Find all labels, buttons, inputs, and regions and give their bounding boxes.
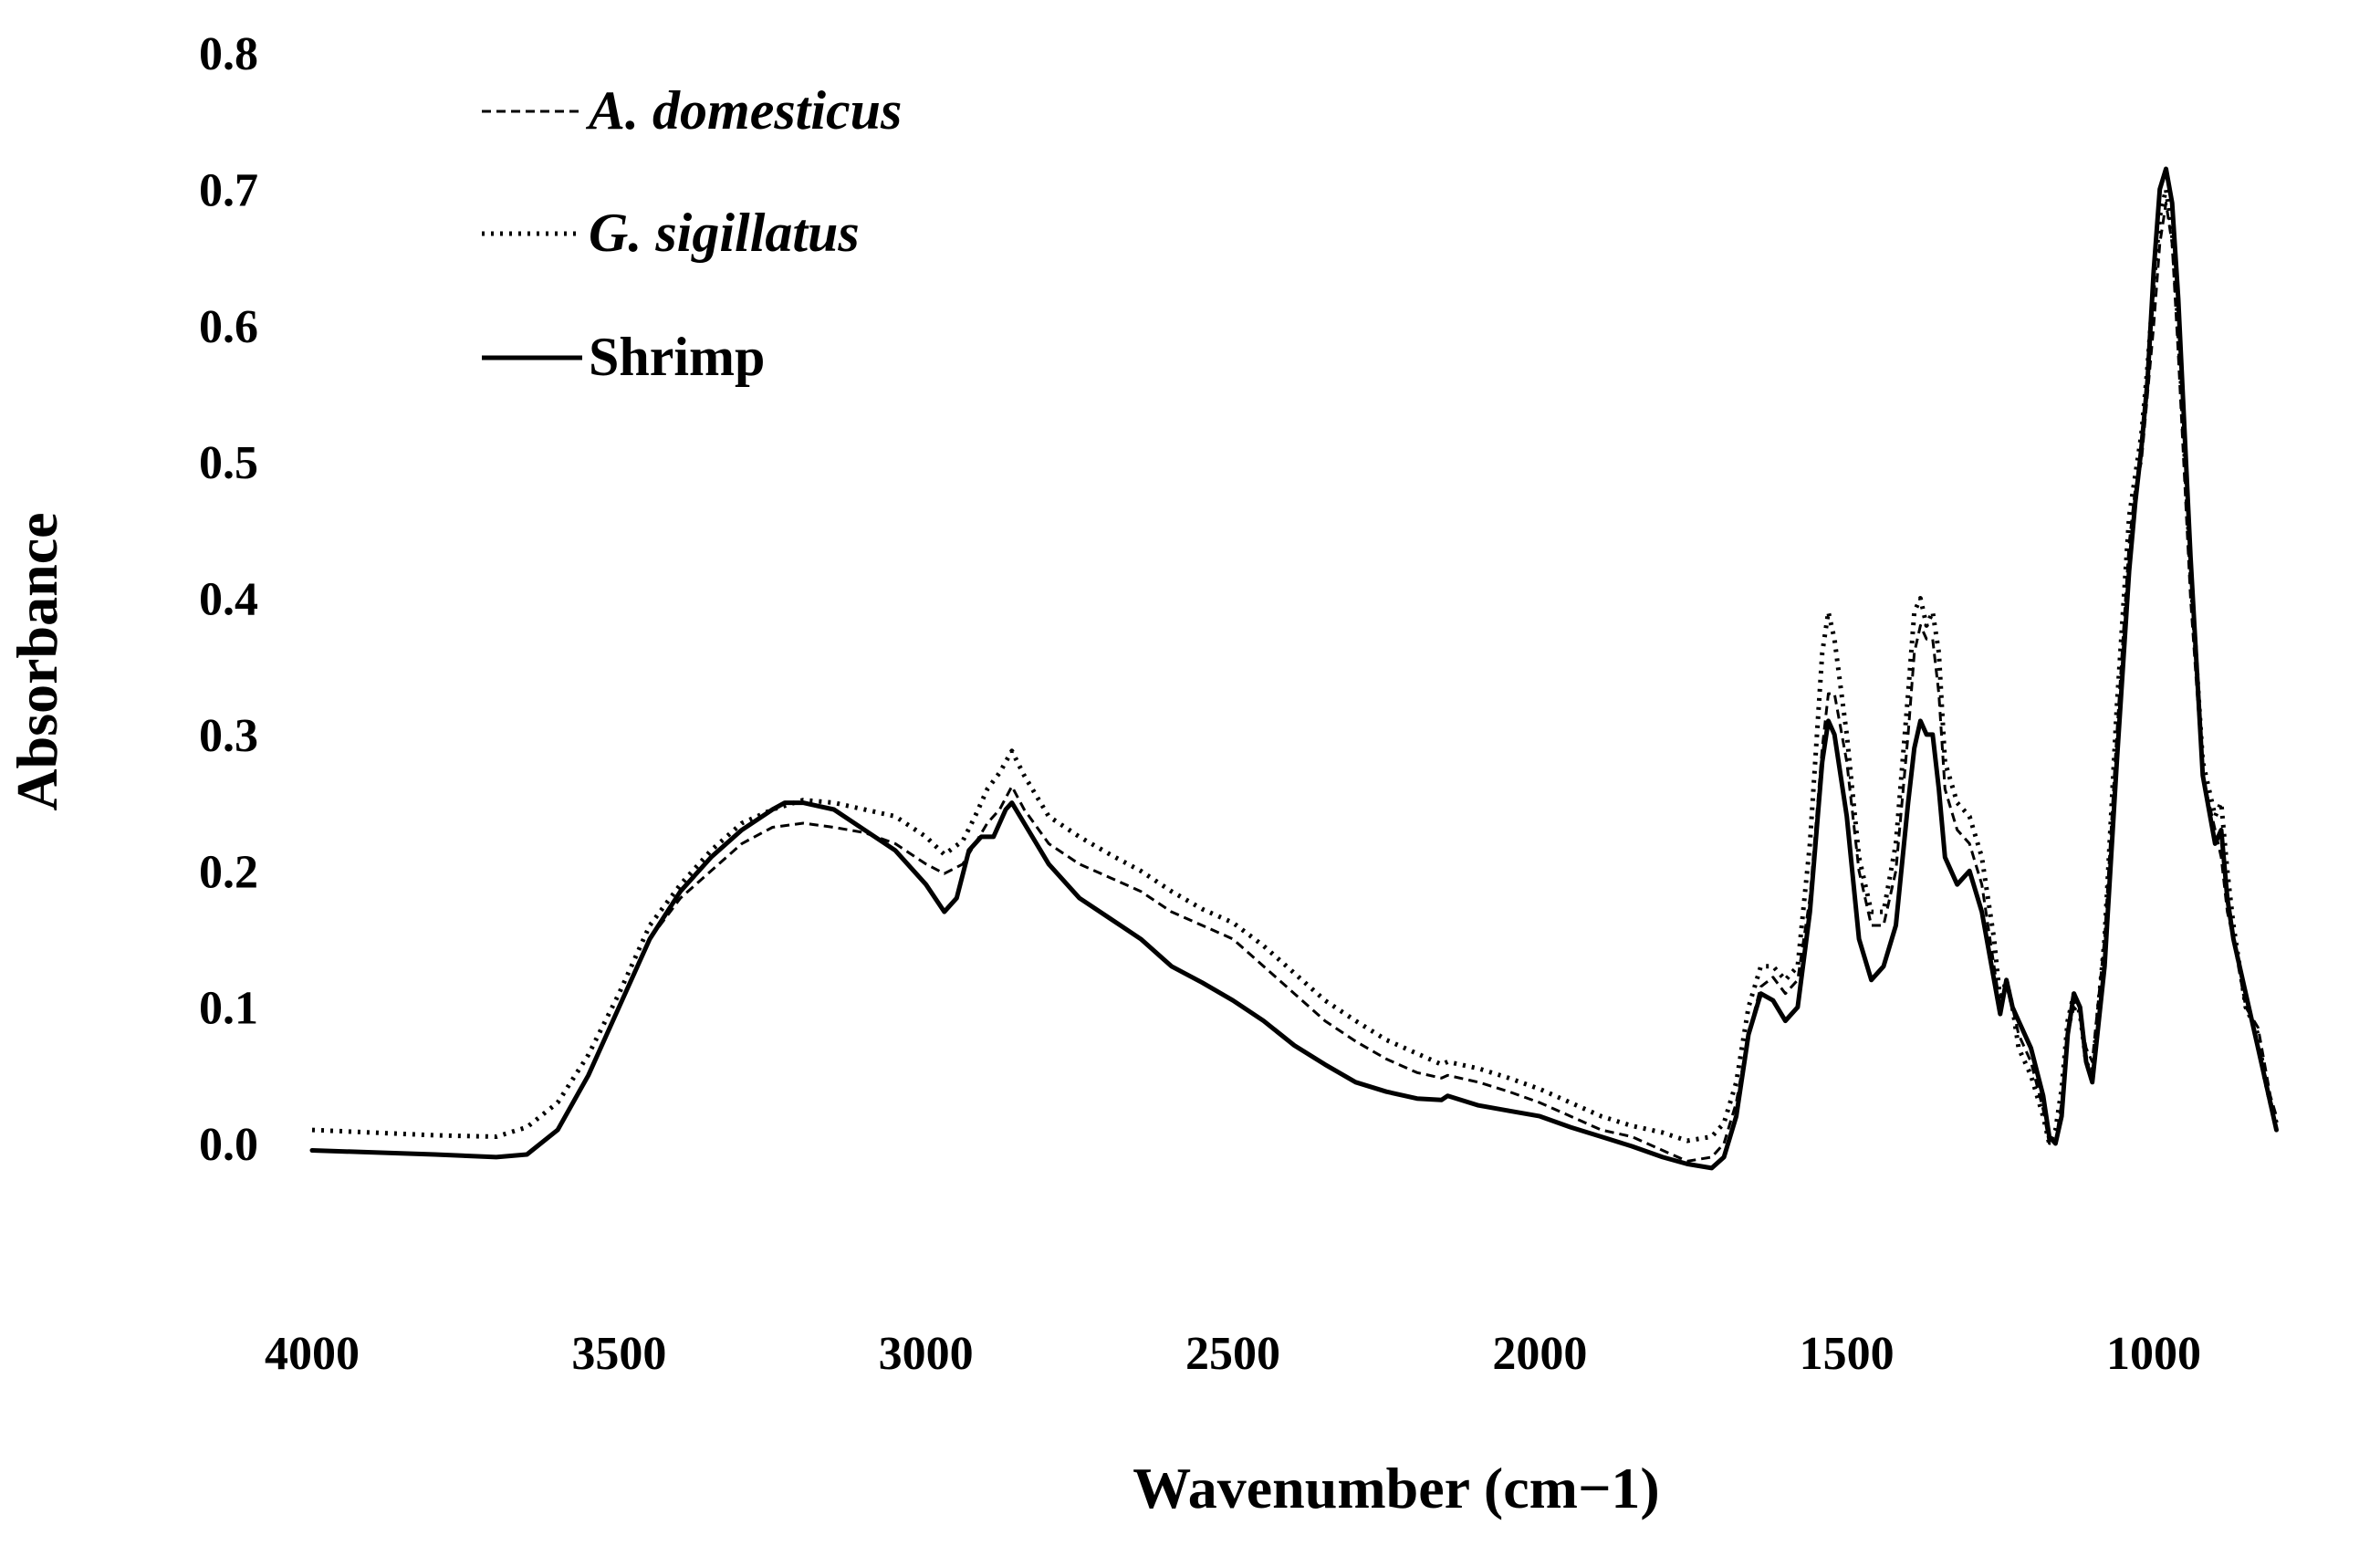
y-axis-label: Absorbance [5,512,69,810]
series-layer [309,166,2279,1171]
x-tick-label: 3000 [879,1328,974,1380]
x-axis-ticks: 4000 3500 3000 2500 2000 1500 1000 [265,1328,2201,1380]
y-tick-label: 0.2 [199,846,258,898]
x-tick-label: 3500 [571,1328,666,1380]
y-tick-label: 0.1 [199,983,258,1035]
x-tick-label: 1000 [2106,1328,2201,1380]
y-tick-label: 0.8 [199,28,258,80]
y-axis-ticks: 0.0 0.1 0.2 0.3 0.4 0.5 0.6 0.7 0.8 [199,28,258,1171]
y-tick-label: 0.7 [199,164,258,216]
legend-label-a-domesticus: A. domesticus [585,80,902,141]
series-line-shrimp [309,166,2279,1171]
x-axis-label: Wavenumber (cm−1) [1133,1456,1659,1520]
y-tick-label: 0.6 [199,301,258,353]
y-tick-label: 0.5 [199,437,258,489]
y-tick-label: 0.3 [199,710,258,762]
legend: A. domesticus G. sigillatus Shrimp [482,80,902,387]
x-tick-label: 4000 [265,1328,360,1380]
legend-label-g-sigillatus: G. sigillatus [589,203,860,263]
x-tick-label: 2500 [1185,1328,1280,1380]
legend-label-shrimp: Shrimp [589,327,765,387]
y-tick-label: 0.4 [199,574,258,626]
y-tick-label: 0.0 [199,1119,258,1171]
x-tick-label: 2000 [1492,1328,1587,1380]
x-tick-label: 1500 [1800,1328,1895,1380]
